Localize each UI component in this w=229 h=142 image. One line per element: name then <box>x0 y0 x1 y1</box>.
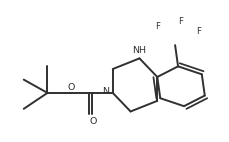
Text: F: F <box>196 27 200 36</box>
Text: NH: NH <box>131 46 145 55</box>
Text: N: N <box>102 87 109 96</box>
Text: O: O <box>89 117 96 126</box>
Text: O: O <box>67 83 75 92</box>
Text: F: F <box>178 17 183 26</box>
Text: F: F <box>154 22 159 31</box>
